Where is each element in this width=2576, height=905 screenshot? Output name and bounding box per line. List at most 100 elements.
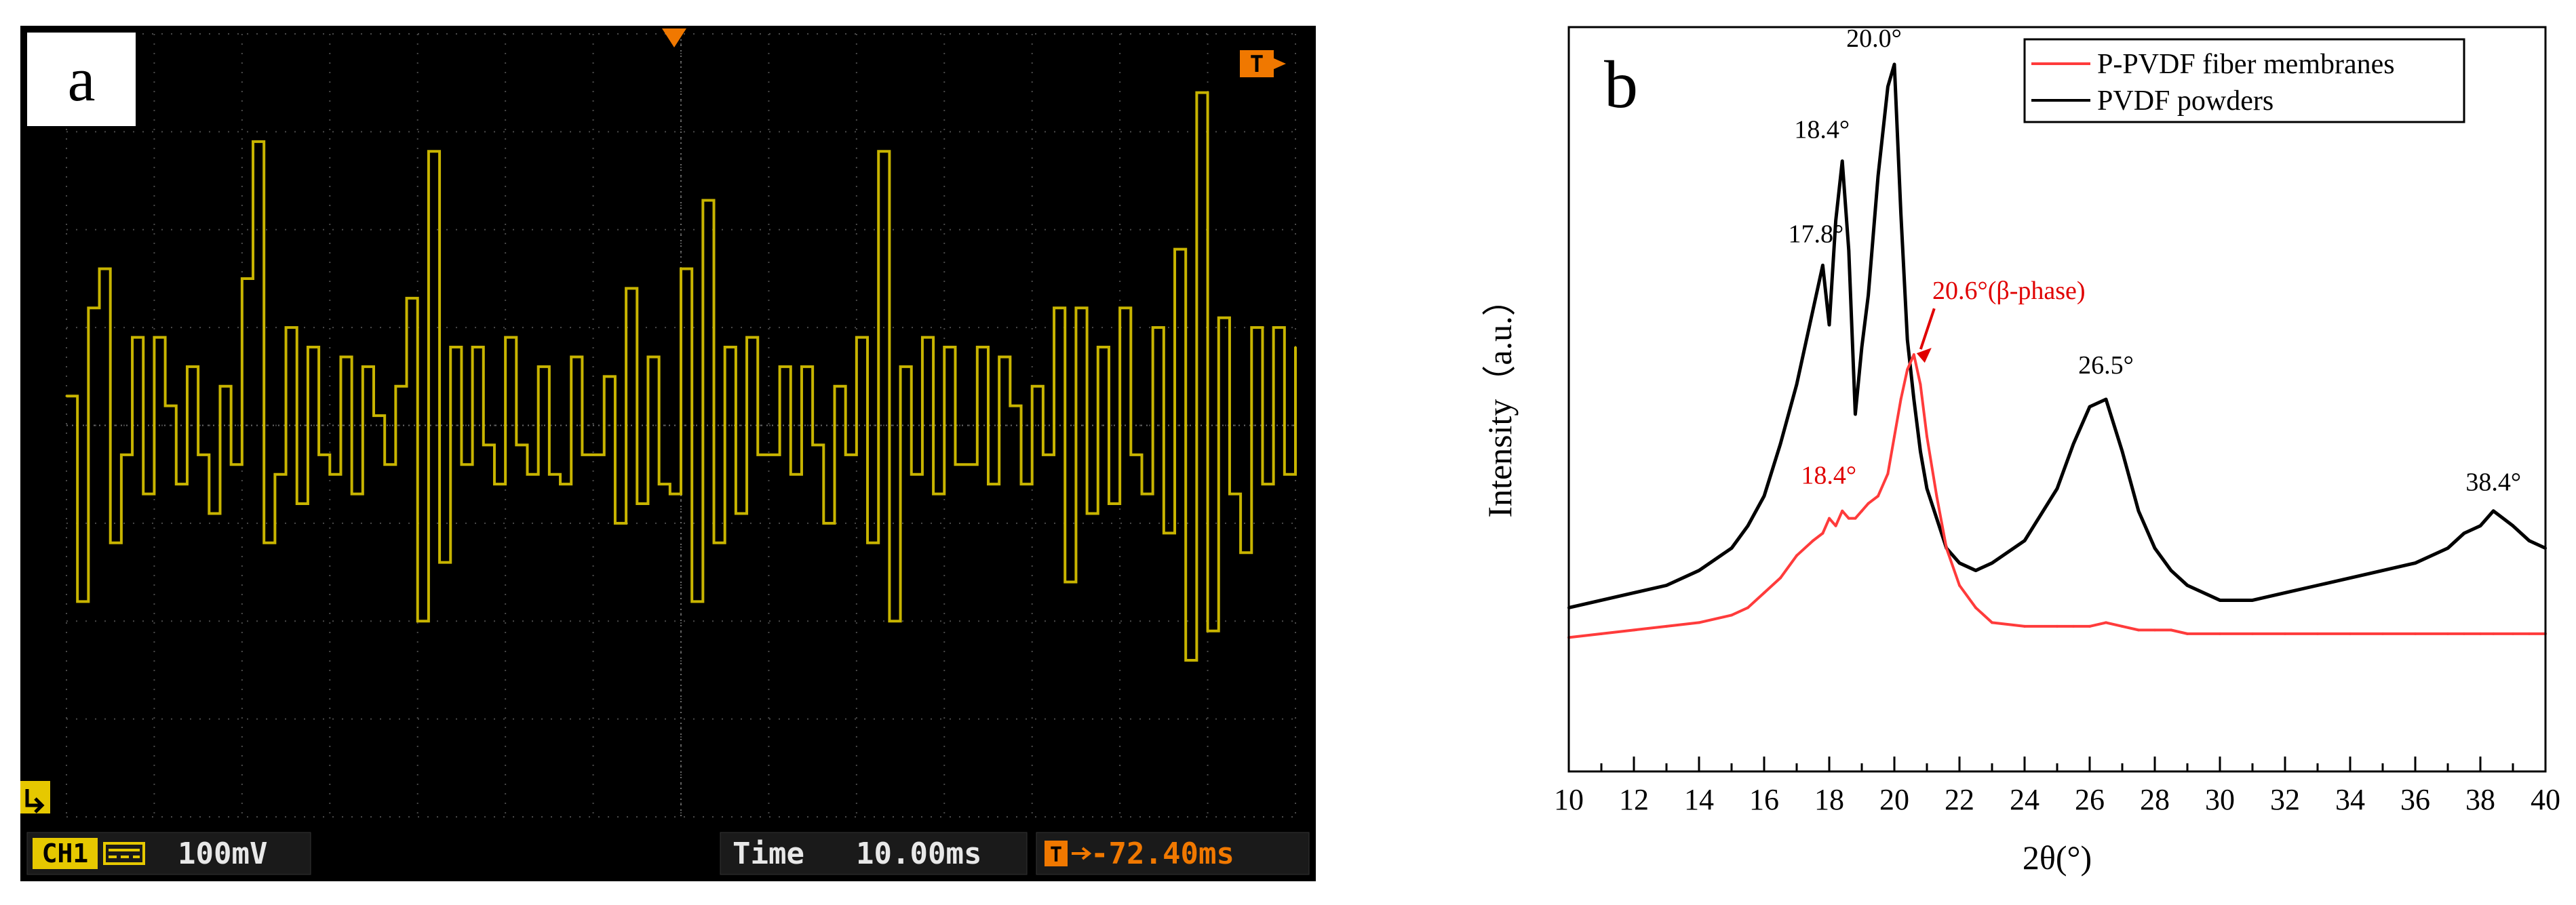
trace-point — [822, 522, 825, 525]
trace-point — [153, 336, 155, 339]
trace-point — [1239, 551, 1242, 554]
series-pvdf-point — [1698, 569, 1700, 572]
y-axis-label: Intensity（a.u.） — [1481, 282, 1519, 517]
trace-point — [317, 454, 320, 456]
channel-label: CH1 — [42, 839, 89, 868]
trigger-offset-icon — [1045, 841, 1068, 866]
series-pvdf-point — [1779, 442, 1782, 445]
peak-annotations: 17.8° 18.4° 20.0° 26.5° 38.4° 18.4° 20.6°(β-ph… — [1789, 24, 2522, 497]
trace-point — [559, 483, 562, 485]
peak-label: 20.6°(β-phase) — [1932, 277, 2086, 305]
series-pvdf-point — [2121, 449, 2124, 453]
trace-point — [87, 306, 90, 309]
trace-point — [273, 473, 276, 476]
xrd-series-group — [1567, 62, 2547, 639]
peak-label: 38.4° — [2465, 468, 2521, 497]
trace-point — [877, 150, 880, 153]
beta-phase-arrow — [1919, 308, 1936, 350]
trace-point — [362, 365, 364, 368]
trace-point — [219, 385, 221, 388]
series-p-pvdf-point — [1746, 606, 1749, 609]
trace-point — [1184, 659, 1187, 662]
ground-arrow-icon — [25, 789, 45, 813]
series-pvdf-point — [2023, 539, 2026, 542]
trace-point — [1108, 502, 1110, 505]
series-pvdf-point — [1812, 308, 1814, 312]
series-p-pvdf-point — [1974, 606, 1977, 609]
trace-point — [625, 287, 627, 289]
trace-point — [76, 600, 79, 603]
trace-point — [504, 336, 507, 339]
series-p-pvdf-point — [2414, 632, 2417, 635]
channel-badge — [33, 838, 98, 869]
panel-b-label: b — [1604, 47, 1638, 122]
series-p-pvdf-point — [2137, 628, 2140, 632]
x-tick-label: 34 — [2335, 783, 2365, 816]
series-pvdf-point — [1860, 346, 1863, 349]
trace-point — [262, 542, 265, 544]
trace-point — [724, 346, 726, 348]
x-axis-label: 2θ(°) — [2023, 839, 2092, 877]
peak-label: 17.8° — [1789, 220, 1844, 248]
series-pvdf-point — [2528, 539, 2531, 542]
series-p-pvdf-point — [1834, 524, 1837, 527]
series-p-pvdf-point — [1730, 614, 1733, 617]
series-p-pvdf-point — [2219, 632, 2221, 635]
x-tick-label: 12 — [1619, 783, 1649, 816]
series-pvdf-point — [2512, 524, 2514, 527]
trace-point — [537, 365, 540, 368]
series-pvdf-point — [1899, 212, 1902, 215]
trace-point — [745, 336, 748, 339]
series-pvdf-point — [1763, 494, 1765, 498]
trace-point — [460, 463, 463, 466]
trace-point — [109, 542, 112, 544]
trace-point — [515, 443, 518, 446]
trace-point — [800, 365, 803, 368]
series-p-pvdf-point — [1698, 621, 1700, 624]
trace-point — [954, 463, 956, 466]
trigger-level-arrow-icon — [1274, 58, 1286, 69]
coupling-icon — [103, 842, 145, 865]
trace-point — [756, 454, 759, 456]
trace-point — [581, 454, 583, 456]
peak-label: 20.0° — [1846, 24, 1902, 53]
series-p-pvdf-point — [1841, 509, 1844, 512]
series-p-pvdf-point — [1919, 383, 1922, 386]
series-pvdf-point — [2088, 405, 2091, 408]
x-tick-label: 30 — [2205, 783, 2235, 816]
series-p-pvdf-point — [2512, 632, 2514, 635]
series-p-pvdf-point — [1912, 353, 1915, 357]
oscilloscope-screen — [20, 26, 1316, 881]
trace-point — [1118, 306, 1121, 309]
series-p-pvdf-point — [2463, 632, 2465, 635]
series-pvdf-point — [2284, 591, 2286, 595]
trace-point — [449, 346, 452, 348]
series-pvdf-point — [2381, 569, 2384, 572]
series-p-pvdf-point — [2072, 624, 2075, 628]
series-pvdf-point — [1834, 219, 1837, 222]
oscilloscope-trace — [66, 91, 1297, 662]
trace-point — [120, 454, 123, 456]
series-pvdf-point — [1877, 174, 1879, 178]
trace-point — [1217, 317, 1220, 319]
trace-point — [438, 561, 441, 564]
series-p-pvdf-point — [1958, 584, 1961, 587]
series-p-pvdf-point — [2186, 632, 2189, 635]
x-tick-label: 36 — [2400, 783, 2430, 816]
peak-label: 26.5° — [2078, 351, 2134, 380]
trace-point — [669, 493, 671, 496]
x-axis-ticks: 10 12 14 16 18 20 22 24 26 28 30 32 34 36 38 40 — [1554, 757, 2560, 816]
trace-point — [1053, 306, 1055, 309]
series-p-pvdf-point — [1877, 494, 1879, 498]
trace-point — [789, 473, 792, 476]
oscilloscope-trace-group — [65, 91, 1297, 662]
series-p-pvdf-point — [1795, 554, 1798, 557]
trace-point — [351, 493, 353, 496]
x-tick-label: 26 — [2075, 783, 2105, 816]
series-pvdf-point — [1828, 323, 1831, 327]
trace-point — [131, 336, 134, 339]
series-pvdf-point — [1935, 517, 1938, 520]
trace-point — [855, 336, 858, 339]
trace-point — [482, 443, 485, 446]
